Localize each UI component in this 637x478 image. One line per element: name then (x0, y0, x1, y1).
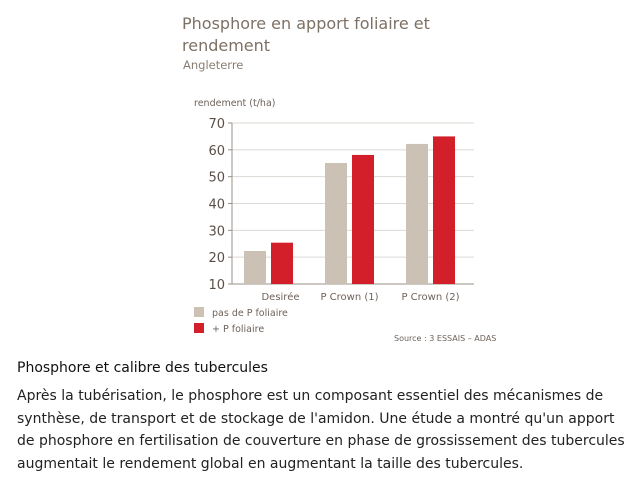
legend-swatch-p-foliaire (194, 323, 204, 333)
bar-p-foliaire-1 (352, 154, 374, 284)
y-axis-label: rendement (t/ha) (194, 98, 275, 109)
legend-label-pas-de-p: pas de P foliaire (212, 308, 288, 319)
section-heading: Phosphore et calibre des tubercules (17, 360, 268, 376)
section-body: Après la tubérisation, le phosphore est … (17, 388, 625, 472)
bar-pas-de-p-2 (406, 143, 428, 284)
bar-p-foliaire-0 (271, 242, 293, 284)
legend: pas de P foliaire + P foliaire (194, 307, 288, 335)
chart-title: Phosphore en apport foliaire et rendemen… (182, 14, 430, 55)
legend-swatch-pas-de-p (194, 307, 204, 317)
y-tick-label: 30 (208, 224, 225, 239)
y-tick-label: 70 (208, 117, 225, 132)
y-tick-label: 40 (208, 198, 225, 213)
bars (244, 136, 455, 284)
x-tick-label: P Crown (1) (320, 292, 378, 303)
y-tick-label: 20 (208, 251, 225, 266)
chart-subtitle: Angleterre (183, 58, 244, 72)
x-tick-label: P Crown (2) (401, 292, 459, 303)
y-tick-label: 60 (208, 144, 225, 159)
y-tick-label: 50 (208, 171, 225, 186)
bar-p-foliaire-2 (433, 136, 455, 284)
x-tick-label: Desirée (261, 291, 299, 303)
y-tick-label: 10 (208, 278, 225, 293)
source-note: Source : 3 ESSAIS – ADAS (394, 334, 496, 343)
bar-chart: rendement (t/ha) 10 20 30 40 50 60 70 Desirée P … (194, 98, 496, 343)
bar-pas-de-p-0 (244, 250, 266, 284)
bar-pas-de-p-1 (325, 162, 347, 284)
legend-label-p-foliaire: + P foliaire (212, 324, 264, 335)
axis-labels: 10 20 30 40 50 60 70 Desirée P Crown (1) P Crown … (208, 117, 459, 303)
